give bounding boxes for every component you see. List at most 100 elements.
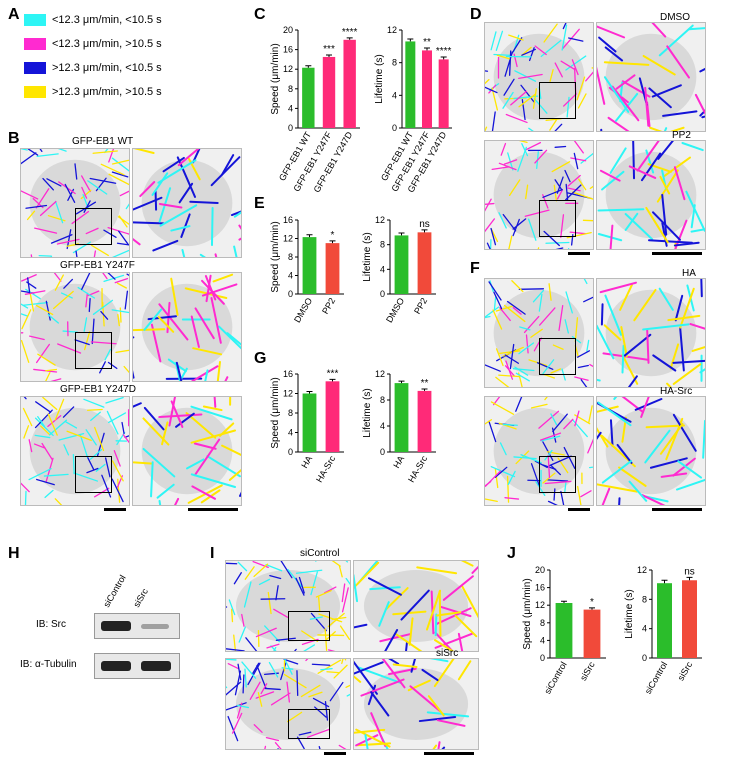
micrograph-label-f2: HA-Src — [660, 386, 692, 397]
chart-e-speed: 0481216Speed (μm/min)DMSO*PP2 — [268, 206, 348, 342]
chart-j-speed: 048121620Speed (μm/min)siControl*siSrc — [520, 556, 610, 706]
scalebar — [188, 508, 238, 511]
svg-text:Lifetime (s): Lifetime (s) — [362, 232, 373, 281]
micrograph-f-hasrc-zoom — [596, 396, 706, 506]
micrograph-d-pp2 — [484, 140, 594, 250]
figure-root: { "colors": { "cyan": "#2ef5f5", "magent… — [0, 0, 730, 762]
svg-text:Lifetime (s): Lifetime (s) — [624, 589, 635, 638]
svg-text:Speed (μm/min): Speed (μm/min) — [522, 578, 533, 649]
svg-text:8: 8 — [380, 395, 385, 405]
panel-label-a: A — [8, 6, 20, 24]
chart-e-lifetime: 04812Lifetime (s)DMSOnsPP2 — [360, 206, 440, 342]
svg-text:***: *** — [323, 44, 335, 55]
micrograph-f-ha — [484, 278, 594, 388]
legend-swatch — [24, 38, 46, 50]
western-blot: siControl siSrc IB: Src IB: α-Tubulin — [20, 565, 190, 725]
svg-text:0: 0 — [380, 289, 385, 299]
svg-text:12: 12 — [283, 234, 293, 244]
svg-text:16: 16 — [535, 583, 545, 593]
panel-label-e: E — [254, 195, 265, 213]
scalebar — [104, 508, 126, 511]
svg-text:4: 4 — [288, 103, 293, 113]
micrograph-i-sicontrol — [225, 560, 351, 652]
svg-text:16: 16 — [283, 369, 293, 379]
wb-row-label-src: IB: Src — [36, 619, 66, 630]
svg-text:8: 8 — [392, 58, 397, 68]
micrograph-b-wt-zoom — [132, 148, 242, 258]
micrograph-label-f1: HA — [682, 268, 696, 279]
svg-text:DMSO: DMSO — [384, 296, 406, 324]
wb-lane-label-1: siControl — [101, 573, 127, 609]
svg-text:ns: ns — [684, 566, 695, 577]
svg-text:0: 0 — [288, 289, 293, 299]
legend-swatch — [24, 62, 46, 74]
panel-label-h: H — [8, 545, 20, 563]
wb-strip-src — [94, 613, 180, 639]
svg-text:8: 8 — [540, 618, 545, 628]
svg-text:PP2: PP2 — [320, 296, 337, 316]
svg-text:4: 4 — [380, 421, 385, 431]
micrograph-d-pp2-zoom — [596, 140, 706, 250]
svg-text:****: **** — [342, 27, 358, 38]
micrograph-b-y247d — [20, 396, 130, 506]
micrograph-b-y247f — [20, 272, 130, 382]
micrograph-label-b1: GFP-EB1 WT — [72, 136, 133, 147]
legend-swatch — [24, 86, 46, 98]
svg-text:4: 4 — [380, 264, 385, 274]
scalebar — [652, 252, 702, 255]
svg-text:12: 12 — [535, 600, 545, 610]
svg-text:12: 12 — [375, 215, 385, 225]
legend-label: <12.3 μm/min, >10.5 s — [52, 38, 162, 50]
svg-text:12: 12 — [283, 64, 293, 74]
legend-row: <12.3 μm/min, <10.5 s — [24, 14, 162, 26]
svg-text:DMSO: DMSO — [292, 296, 314, 324]
micrograph-f-hasrc — [484, 396, 594, 506]
svg-text:siControl: siControl — [542, 660, 568, 696]
micrograph-label-i1: siControl — [300, 548, 339, 559]
micrograph-b-y247d-zoom — [132, 396, 242, 506]
svg-text:HA-Src: HA-Src — [406, 454, 429, 485]
svg-text:20: 20 — [283, 25, 293, 35]
svg-text:0: 0 — [642, 653, 647, 663]
svg-text:*: * — [590, 597, 594, 608]
svg-text:HA-Src: HA-Src — [314, 454, 337, 485]
legend-label: >12.3 μm/min, >10.5 s — [52, 86, 162, 98]
svg-text:*: * — [331, 230, 335, 241]
svg-text:8: 8 — [288, 84, 293, 94]
svg-text:siSrc: siSrc — [676, 660, 695, 683]
svg-text:8: 8 — [642, 594, 647, 604]
micrograph-label-b2: GFP-EB1 Y247F — [60, 260, 135, 271]
svg-text:HA: HA — [299, 454, 314, 470]
legend-swatch — [24, 14, 46, 26]
micrograph-f-ha-zoom — [596, 278, 706, 388]
legend-row: >12.3 μm/min, <10.5 s — [24, 62, 162, 74]
svg-text:4: 4 — [540, 635, 545, 645]
chart-c-lifetime: 04812Lifetime (s)GFP-EB1 WT**GFP-EB1 Y24… — [372, 16, 456, 176]
wb-row-label-tub: IB: α-Tubulin — [20, 659, 77, 670]
svg-text:12: 12 — [387, 25, 397, 35]
panel-label-j: J — [507, 545, 516, 563]
svg-text:4: 4 — [392, 90, 397, 100]
legend-row: <12.3 μm/min, >10.5 s — [24, 38, 162, 50]
wb-lane-label-2: siSrc — [131, 587, 150, 609]
panel-label-c: C — [254, 6, 266, 24]
svg-text:Speed (μm/min): Speed (μm/min) — [270, 377, 281, 448]
scalebar — [424, 752, 474, 755]
chart-g-speed: 0481216Speed (μm/min)HA***HA-Src — [268, 360, 348, 500]
micrograph-label-d2: PP2 — [672, 130, 691, 141]
micrograph-d-dmso-zoom — [596, 22, 706, 132]
svg-text:8: 8 — [288, 408, 293, 418]
micrograph-label-d1: DMSO — [660, 12, 690, 23]
svg-text:8: 8 — [380, 240, 385, 250]
svg-text:20: 20 — [535, 565, 545, 575]
svg-text:**: ** — [423, 37, 431, 48]
svg-text:Speed (μm/min): Speed (μm/min) — [270, 221, 281, 292]
micrograph-i-sicontrol-zoom — [353, 560, 479, 652]
micrograph-i-sisrc-zoom — [353, 658, 479, 750]
chart-g-lifetime: 04812Lifetime (s)HA**HA-Src — [360, 360, 440, 500]
micrograph-d-dmso — [484, 22, 594, 132]
scalebar — [652, 508, 702, 511]
svg-text:Lifetime (s): Lifetime (s) — [374, 54, 385, 103]
svg-text:16: 16 — [283, 45, 293, 55]
scalebar — [568, 508, 590, 511]
